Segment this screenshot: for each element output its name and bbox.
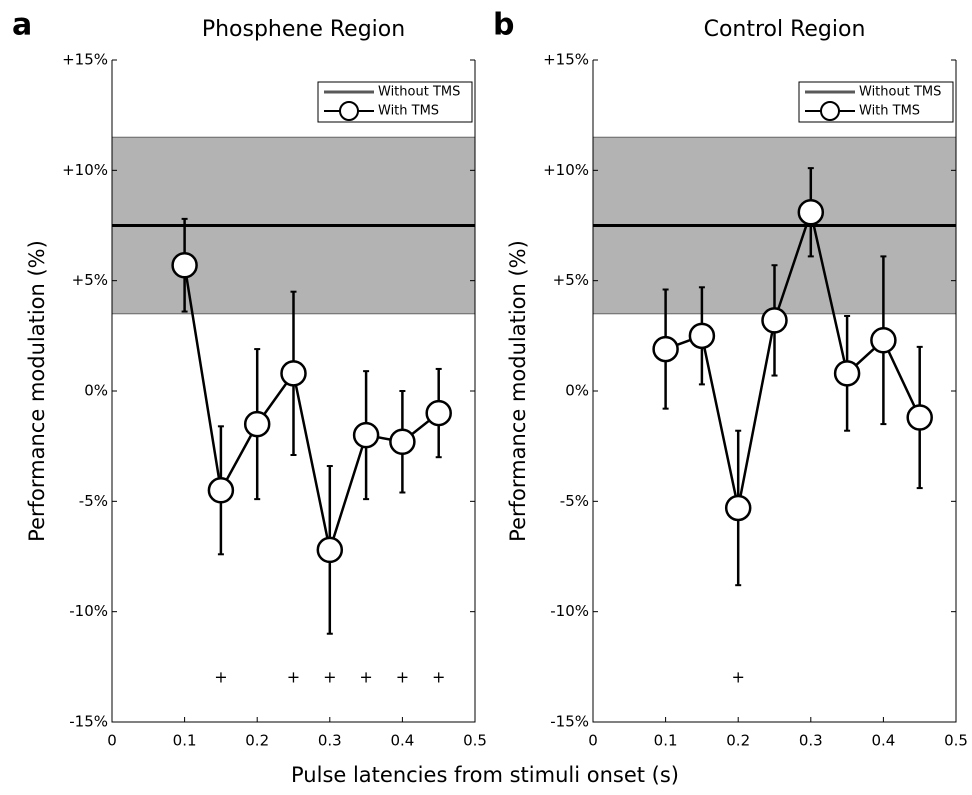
y-axis-label: Performance modulation (%) [506, 240, 530, 542]
legend-label: Without TMS [859, 85, 941, 100]
legend-label: With TMS [859, 104, 920, 119]
significance-marker: + [214, 667, 227, 686]
x-tick-label: 0.4 [390, 732, 414, 750]
data-point [207, 477, 235, 504]
panel-label: a [12, 8, 32, 43]
x-tick-label: 0.1 [173, 732, 197, 750]
legend-label: Without TMS [378, 85, 460, 100]
x-tick-label: 0.1 [654, 732, 678, 750]
x-tick-label: 0.3 [799, 732, 823, 750]
y-tick-label: -15% [69, 713, 108, 731]
y-tick-label: 0% [84, 382, 108, 400]
y-tick-label: -15% [550, 713, 589, 731]
data-point [389, 428, 416, 456]
x-tick-label: 0.2 [245, 732, 269, 750]
data-point [280, 360, 307, 387]
data-point [833, 360, 861, 387]
x-tick-label: 0.4 [871, 732, 895, 750]
y-tick-label: +5% [553, 271, 589, 289]
y-tick-label: +10% [62, 161, 108, 179]
panel-label: b [493, 8, 514, 43]
chart-title: Phosphene Region [202, 17, 405, 42]
significance-marker: + [359, 667, 372, 686]
data-point [688, 322, 716, 350]
x-tick-label: 0.5 [463, 732, 487, 750]
legend-marker [339, 101, 359, 121]
x-tick-label: 0.3 [318, 732, 342, 750]
x-tick-label: 0.2 [726, 732, 750, 750]
significance-marker: + [396, 667, 409, 686]
data-point [761, 307, 788, 334]
data-point [352, 421, 380, 449]
y-tick-label: +15% [543, 51, 589, 69]
chart-title: Control Region [704, 17, 866, 42]
y-tick-label: -10% [550, 602, 589, 620]
data-point [316, 536, 344, 564]
data-point [171, 251, 198, 279]
y-tick-label: -5% [79, 492, 108, 510]
y-tick-label: +15% [62, 51, 108, 69]
y-tick-label: +5% [72, 271, 108, 289]
significance-marker: + [323, 667, 336, 686]
significance-marker: + [287, 667, 300, 686]
data-point [797, 199, 825, 226]
data-point [724, 494, 752, 522]
x-tick-label: 0.5 [944, 732, 968, 750]
significance-marker: + [432, 667, 445, 686]
data-point [243, 410, 271, 438]
x-axis-label: Pulse latencies from stimuli onset (s) [291, 763, 679, 787]
data-point [425, 399, 452, 427]
data-point [870, 326, 897, 354]
y-tick-label: -5% [560, 492, 589, 510]
legend-marker [820, 101, 840, 121]
x-tick-label: 0 [107, 732, 117, 750]
x-tick-label: 0 [588, 732, 598, 750]
y-tick-label: +10% [543, 161, 589, 179]
legend-label: With TMS [378, 104, 439, 119]
data-point [906, 404, 933, 431]
significance-marker: + [731, 667, 744, 686]
y-axis-label: Performance modulation (%) [25, 240, 49, 542]
data-point [652, 335, 679, 363]
y-tick-label: -10% [69, 602, 108, 620]
y-tick-label: 0% [565, 382, 589, 400]
